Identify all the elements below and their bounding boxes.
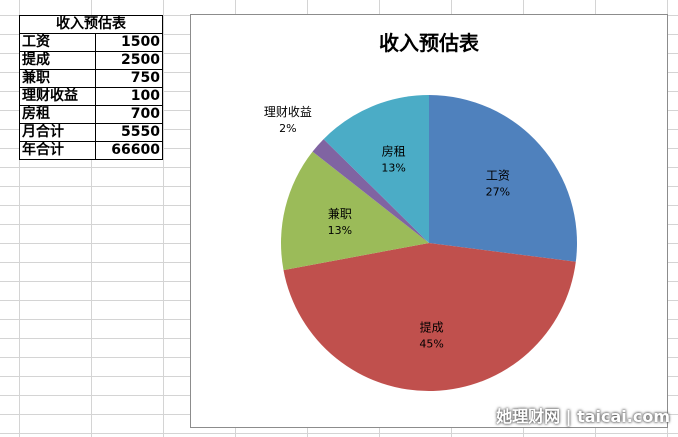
table-row: 理财收益 100	[18, 87, 163, 106]
slice-percent-label: 13%	[381, 161, 405, 174]
slice-percent-label: 45%	[419, 338, 443, 351]
slice-label: 兼职	[328, 207, 352, 221]
table-row: 房租 700	[18, 105, 163, 124]
table-title-row: 收入预估表	[19, 15, 163, 34]
table-row: 兼职 750	[18, 69, 163, 88]
pie-slice-2[interactable]	[281, 151, 429, 271]
row-value[interactable]: 1500	[95, 33, 163, 52]
row-label[interactable]: 房租	[18, 105, 97, 124]
slice-label: 工资	[486, 168, 510, 182]
row-label[interactable]: 提成	[18, 51, 97, 70]
table-row: 提成 2500	[18, 51, 163, 70]
row-value[interactable]: 66600	[95, 141, 163, 160]
table-row: 年合计 66600	[18, 141, 163, 160]
table-row: 月合计 5550	[18, 123, 163, 142]
row-value[interactable]: 700	[95, 105, 163, 124]
row-label[interactable]: 月合计	[18, 123, 97, 142]
pie-chart[interactable]: 收入预估表 工资 27% 提成 45% 兼职 13% 理财收益 2% 房租 13%	[190, 14, 668, 428]
table-row: 工资 1500	[18, 33, 163, 52]
site-watermark: 她理财网 | taicai.com	[496, 407, 670, 426]
slice-percent-label: 27%	[486, 185, 510, 198]
row-label[interactable]: 年合计	[18, 141, 97, 160]
row-value[interactable]: 100	[95, 87, 163, 106]
pie-slice-0[interactable]	[429, 95, 577, 262]
row-value[interactable]: 5550	[95, 123, 163, 142]
chart-title: 收入预估表	[379, 31, 479, 55]
row-label[interactable]: 工资	[18, 33, 97, 52]
table-title[interactable]: 收入预估表	[19, 15, 163, 34]
slice-percent-label: 13%	[328, 224, 352, 237]
slice-label: 理财收益	[264, 105, 312, 119]
row-value[interactable]: 2500	[95, 51, 163, 70]
slice-label: 提成	[420, 320, 444, 335]
row-label[interactable]: 兼职	[18, 69, 97, 88]
row-value[interactable]: 750	[95, 69, 163, 88]
slice-label: 房租	[382, 143, 406, 158]
pie-plot-area: 工资 27% 提成 45% 兼职 13% 理财收益 2% 房租 13%	[264, 95, 577, 392]
income-table: 收入预估表 工资 1500 提成 2500 兼职 750 理财收益 100 房租…	[18, 15, 163, 160]
pie-slice-1[interactable]	[283, 243, 576, 392]
pie-slice-4[interactable]	[323, 95, 429, 243]
row-label[interactable]: 理财收益	[18, 87, 97, 106]
pie-slice-3[interactable]	[312, 139, 429, 243]
slice-percent-label: 2%	[279, 122, 296, 135]
